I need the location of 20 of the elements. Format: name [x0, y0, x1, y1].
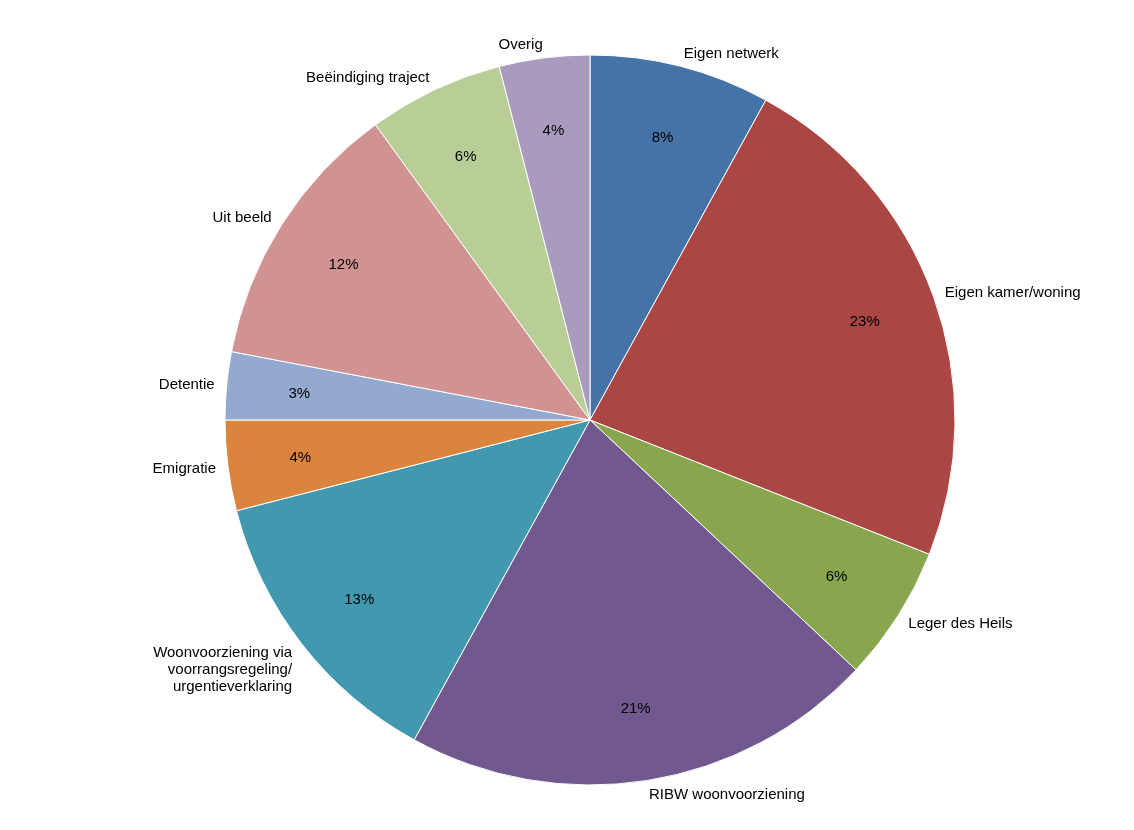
slice-label: Woonvoorziening via voorrangsregeling/ urgentieverklaring	[153, 643, 293, 695]
data-label: 4%	[542, 121, 565, 139]
slice-label: Beëindiging traject	[306, 68, 431, 86]
slice-label: Emigratie	[152, 458, 216, 476]
slice-label: Eigen kamer/woning	[944, 282, 1081, 300]
slice-label: Detentie	[158, 375, 215, 393]
slice-label: Overig	[498, 34, 543, 52]
data-label: 6%	[454, 146, 477, 164]
data-label: 6%	[825, 567, 848, 585]
slice-label: RIBW woonvoorziening	[648, 785, 805, 803]
data-label: 8%	[651, 128, 674, 146]
data-label: 4%	[289, 447, 312, 465]
data-label: 13%	[344, 589, 375, 607]
data-label: 23%	[849, 312, 880, 330]
slice-label: Eigen netwerk	[683, 43, 780, 61]
data-label: 12%	[328, 254, 359, 272]
slice-label: Uit beeld	[212, 207, 272, 225]
data-label: 3%	[288, 383, 311, 401]
slice-label: Leger des Heils	[908, 614, 1013, 632]
data-label: 21%	[620, 699, 651, 717]
